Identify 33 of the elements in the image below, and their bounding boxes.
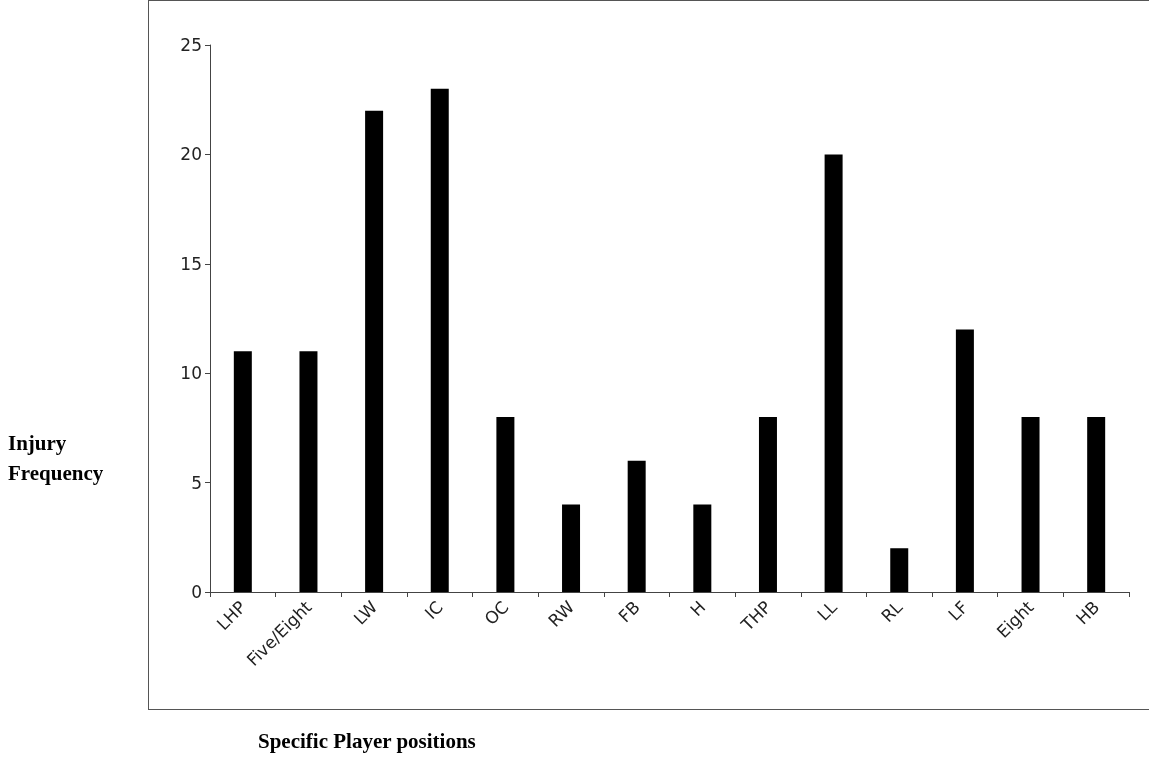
bar [1087, 416, 1106, 592]
bar [890, 548, 909, 592]
bar [1021, 416, 1040, 592]
bar [758, 416, 777, 592]
bar [562, 504, 581, 592]
y-tick-label: 15 [180, 253, 202, 274]
bar [955, 329, 974, 592]
bar [824, 154, 843, 592]
x-tick-label: LF [944, 596, 972, 625]
bar [430, 88, 449, 592]
x-tick-label: RL [877, 596, 907, 627]
y-tick-label: 20 [180, 144, 202, 165]
bar [233, 351, 252, 592]
y-tick-label: 25 [180, 35, 202, 55]
x-tick-label: LW [349, 596, 382, 629]
x-tick-label: RW [544, 596, 579, 631]
x-tick-label: LL [813, 596, 842, 625]
bar [496, 416, 515, 592]
x-tick-label: THP [736, 596, 776, 636]
x-tick-label: H [686, 596, 710, 621]
bar [693, 504, 712, 592]
x-axis-title: Specific Player positions [258, 728, 476, 753]
y-tick-label: 10 [180, 363, 202, 384]
x-tick-label: OC [480, 596, 513, 629]
x-tick-label: IC [420, 596, 447, 623]
x-tick-label: FB [614, 596, 644, 627]
y-tick-label: 0 [191, 582, 202, 602]
y-tick-label: 5 [191, 472, 202, 493]
y-axis-title: Injury Frequency [8, 431, 104, 485]
bar [365, 110, 384, 592]
bar [299, 351, 318, 592]
bar [627, 460, 646, 592]
x-tick-label: HB [1071, 596, 1104, 629]
